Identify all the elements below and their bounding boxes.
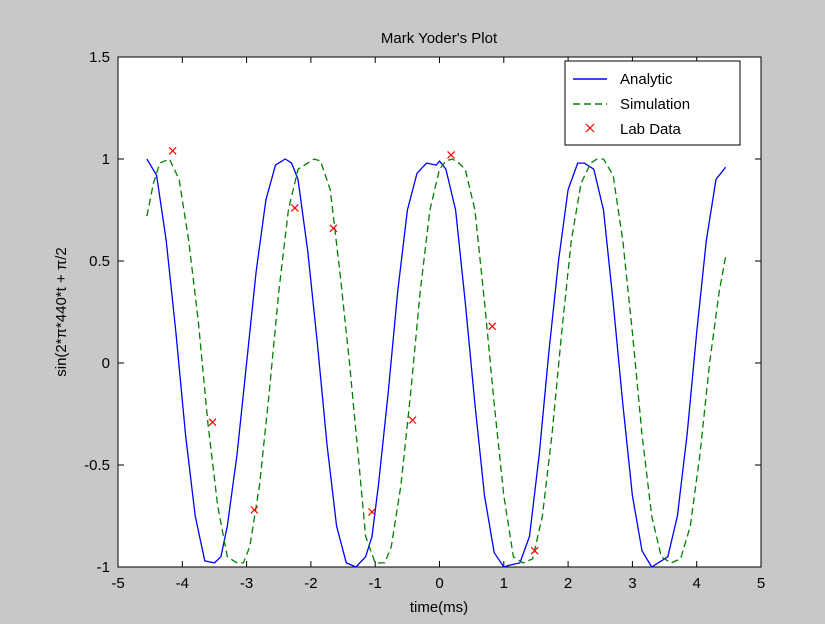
legend-item-simulation: Simulation — [573, 96, 690, 113]
data-point — [290, 204, 299, 212]
x-tick-label: 5 — [757, 575, 765, 592]
data-point — [368, 507, 376, 516]
legend-item-analytic: Analytic — [573, 71, 673, 88]
x-axis-label: time(ms) — [410, 599, 468, 616]
data-point — [530, 546, 539, 555]
data-point — [488, 322, 497, 331]
x-tick-label: -5 — [111, 575, 124, 592]
legend: Analytic Simulation Lab Data — [564, 60, 741, 146]
legend-box — [564, 60, 741, 146]
y-tick-label: -1 — [97, 559, 110, 576]
x-tick-label: 0 — [435, 575, 443, 592]
y-tick-label: 1 — [102, 151, 110, 168]
data-point — [329, 224, 338, 233]
y-axis-label: sin(2*π*440*t + π/2 — [53, 247, 70, 377]
data-point — [408, 416, 417, 425]
y-tick-label: 0.5 — [89, 253, 110, 270]
legend-label-lab-data: Lab Data — [620, 121, 682, 138]
series-simulation-line — [146, 158, 727, 564]
y-axis-ticks: -1 -0.5 0 0.5 1 1.5 — [84, 49, 761, 576]
x-tick-label: 2 — [564, 575, 572, 592]
series-layer — [146, 146, 727, 568]
data-point — [168, 146, 177, 155]
y-tick-label: 0 — [102, 355, 110, 372]
x-axis-ticks: -5 -4 -3 -2 -1 0 1 2 3 4 5 — [111, 57, 765, 592]
y-tick-label: -0.5 — [84, 457, 110, 474]
x-tick-label: -4 — [176, 575, 189, 592]
x-tick-label: 3 — [628, 575, 636, 592]
legend-marker-lab-data — [585, 123, 595, 133]
x-tick-label: -2 — [304, 575, 317, 592]
x-tick-label: -1 — [369, 575, 382, 592]
x-tick-label: 4 — [693, 575, 701, 592]
legend-label-simulation: Simulation — [620, 96, 690, 113]
legend-item-lab-data: Lab Data — [585, 121, 682, 138]
data-point — [250, 505, 259, 514]
x-tick-label: 1 — [500, 575, 508, 592]
series-lab-data-markers — [168, 146, 539, 555]
x-tick-label: -3 — [240, 575, 253, 592]
chart-title: Mark Yoder's Plot — [381, 30, 498, 47]
y-tick-label: 1.5 — [89, 49, 110, 66]
data-point — [447, 150, 455, 159]
legend-label-analytic: Analytic — [620, 71, 673, 88]
series-analytic-line — [146, 158, 727, 568]
data-point — [208, 418, 217, 427]
